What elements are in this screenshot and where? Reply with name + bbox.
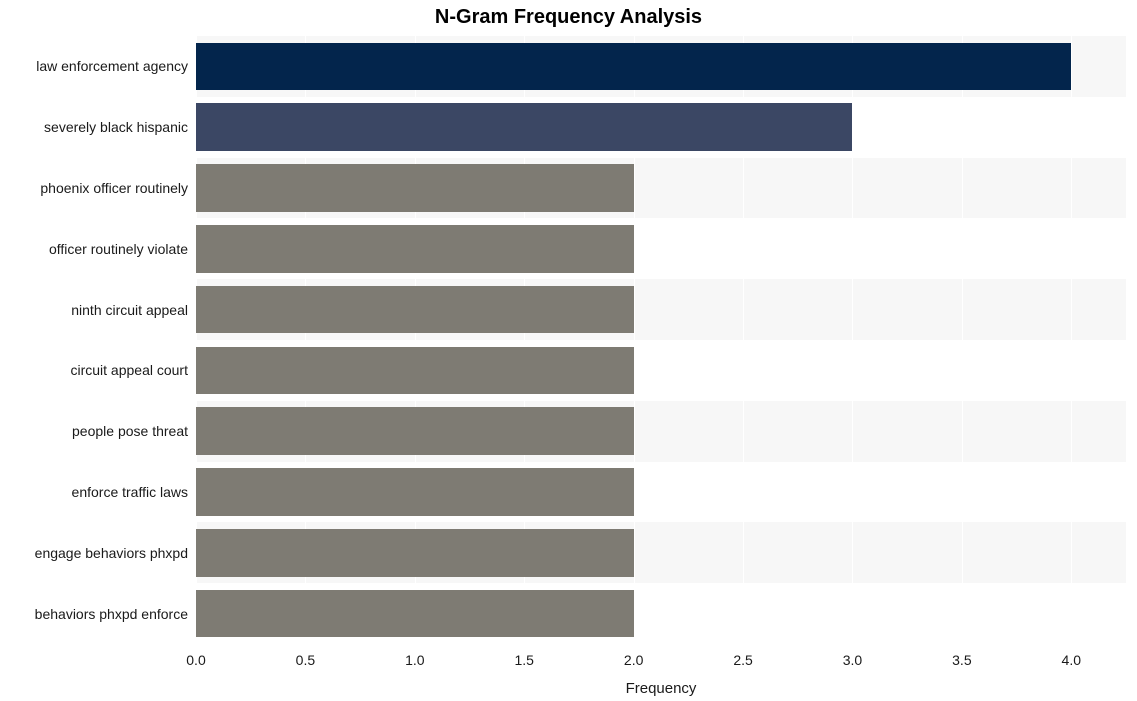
chart-title: N-Gram Frequency Analysis: [0, 6, 1137, 29]
y-tick-label: engage behaviors phxpd: [35, 545, 196, 561]
y-tick-label: law enforcement agency: [36, 58, 196, 74]
y-tick-label: enforce traffic laws: [72, 484, 196, 500]
bar: [196, 164, 634, 211]
x-axis-label: Frequency: [196, 680, 1126, 697]
x-tick-label: 2.0: [624, 644, 643, 668]
bar: [196, 529, 634, 576]
y-tick-label: circuit appeal court: [70, 362, 196, 378]
gridline: [1071, 36, 1072, 644]
bar: [196, 407, 634, 454]
gridline: [962, 36, 963, 644]
y-tick-label: phoenix officer routinely: [40, 180, 196, 196]
bar: [196, 590, 634, 637]
plot-area: 0.00.51.01.52.02.53.03.54.0law enforceme…: [196, 36, 1126, 644]
y-tick-label: ninth circuit appeal: [71, 302, 196, 318]
bar: [196, 468, 634, 515]
bar: [196, 286, 634, 333]
x-tick-label: 4.0: [1062, 644, 1081, 668]
y-tick-label: behaviors phxpd enforce: [35, 606, 196, 622]
bar: [196, 103, 852, 150]
x-tick-label: 0.5: [296, 644, 315, 668]
x-tick-label: 3.0: [843, 644, 862, 668]
gridline: [852, 36, 853, 644]
x-tick-label: 1.0: [405, 644, 424, 668]
x-tick-label: 3.5: [952, 644, 971, 668]
bar: [196, 347, 634, 394]
bar: [196, 43, 1071, 90]
x-tick-label: 0.0: [186, 644, 205, 668]
x-tick-label: 2.5: [733, 644, 752, 668]
x-tick-label: 1.5: [515, 644, 534, 668]
y-tick-label: officer routinely violate: [49, 241, 196, 257]
bar: [196, 225, 634, 272]
y-tick-label: severely black hispanic: [44, 119, 196, 135]
ngram-chart: N-Gram Frequency Analysis 0.00.51.01.52.…: [0, 0, 1137, 701]
y-tick-label: people pose threat: [72, 423, 196, 439]
